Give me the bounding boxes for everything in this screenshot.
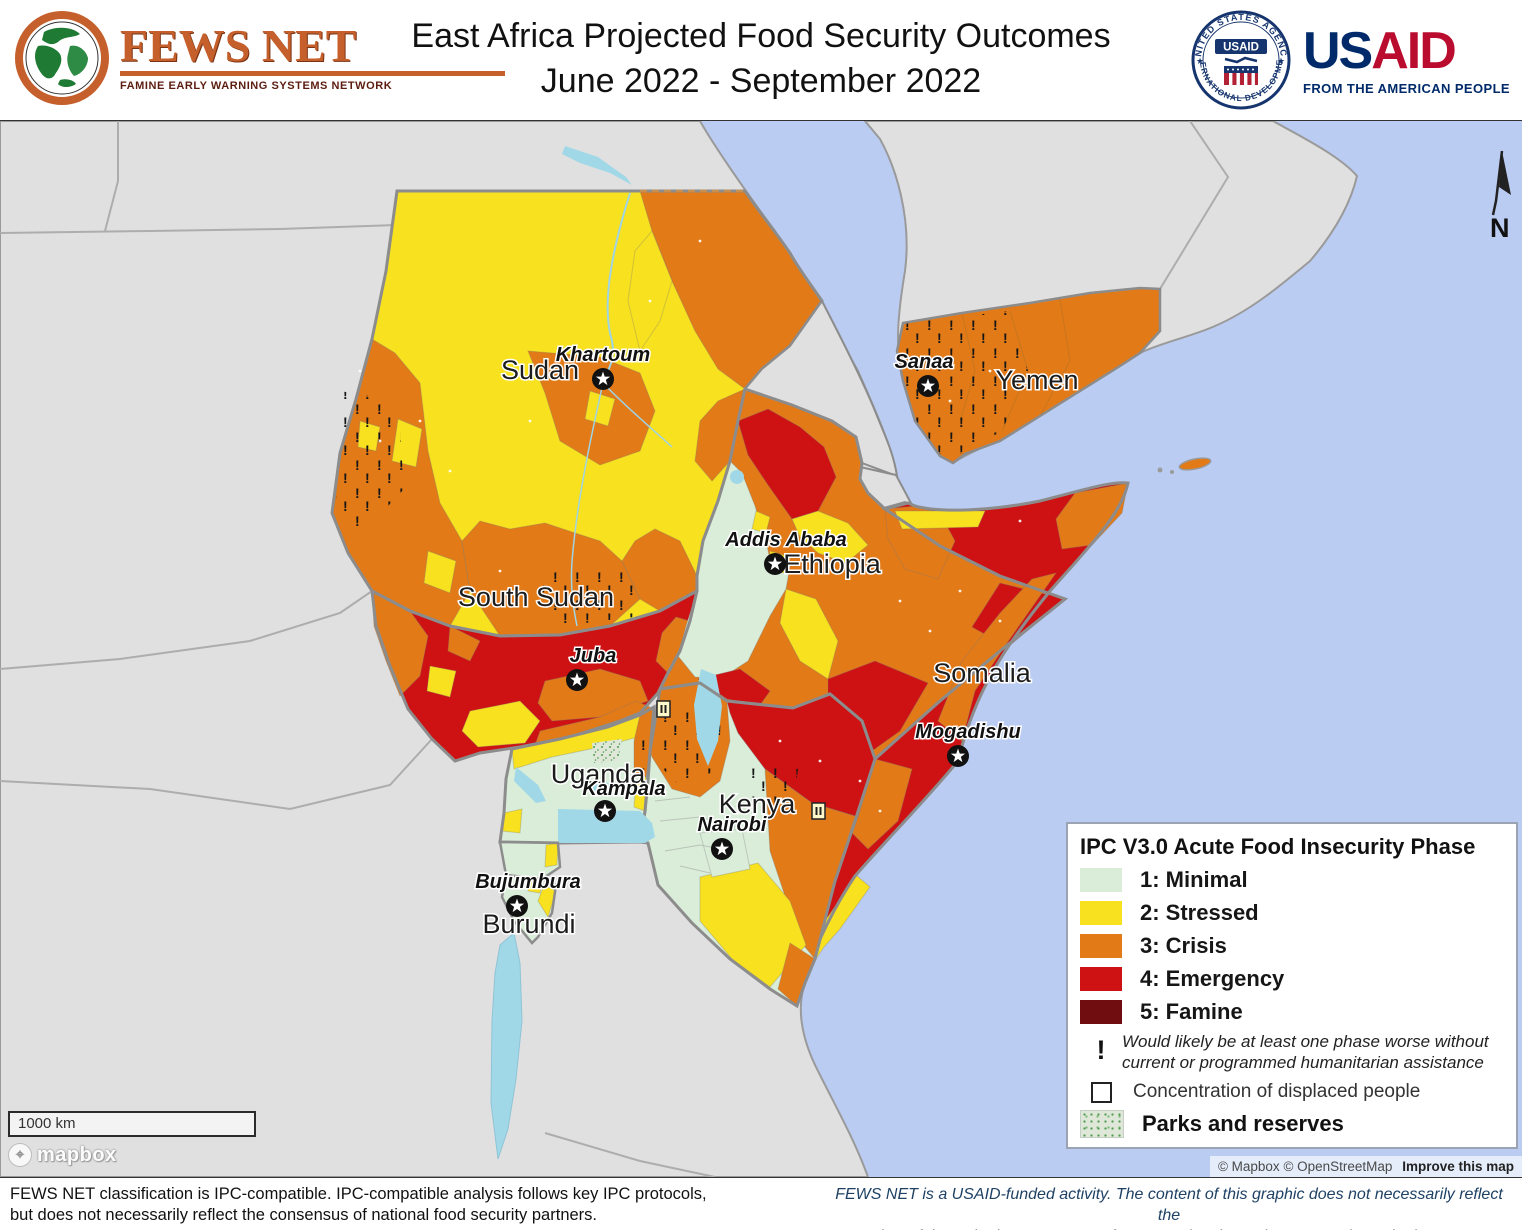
city-label-sanaa: Sanaa [895,351,954,373]
city-star-bujumbura [506,895,528,917]
city-star-khartoum [592,368,614,390]
town-dots [358,239,1022,813]
legend-row-stressed: 2: Stressed [1080,900,1504,926]
mapbox-logo[interactable]: ⌖ mapbox [8,1143,117,1167]
exclamation-icon: ! [1096,1035,1106,1065]
city-label-kampala: Kampala [582,778,665,800]
mapbox-icon: ⌖ [8,1143,32,1167]
phase3-swatch [1080,934,1122,958]
country-label-uganda: Uganda [551,759,647,789]
phase1-swatch [1080,868,1122,892]
footer-disclaimer-right: FEWS NET is a USAID-funded activity. The… [835,1186,1503,1230]
legend-title: IPC V3.0 Acute Food Insecurity Phase [1080,834,1476,859]
country-label-ethiopia: Ethiopia [783,549,882,579]
footer-disclaimer-left: FEWS NET classification is IPC-compatibl… [10,1185,707,1224]
legend: IPC V3.0 Acute Food Insecurity Phase 1: … [1066,822,1518,1149]
displaced-square-icon [1091,1081,1112,1103]
legend-row-emergency: 4: Emergency [1080,966,1504,992]
city-star-sanaa [917,375,939,397]
map-canvas[interactable]: ! ! [0,120,1522,1178]
lake-tanganyika [490,932,523,1160]
scale-bar: 1000 km [8,1111,256,1137]
legend-row-parks: Parks and reserves [1080,1110,1504,1139]
city-star-juba [566,669,588,691]
svg-text:★: ★ [1196,56,1204,66]
usaid-seal-icon: UNITED STATES AGENCY INTERNATIONAL DEVEL… [1191,10,1291,110]
country-label-burundi: Burundi [482,909,575,939]
scale-label: 1000 km [18,1115,76,1132]
country-sudan [330,189,824,638]
legend-row-displaced: Concentration of displaced people [1080,1081,1504,1103]
fews-net-tagline: FAMINE EARLY WARNING SYSTEMS NETWORK [120,80,393,92]
country-label-south-sudan: South Sudan [458,582,614,612]
city-label-addis-ababa: Addis Ababa [724,529,847,551]
svg-text:USAID: USAID [1223,42,1259,54]
osm-attribution-link[interactable]: © OpenStreetMap [1283,1159,1393,1174]
map-svg: ! ! [0,121,1522,1177]
country-burundi [500,873,558,945]
legend-row-crisis: 3: Crisis [1080,933,1504,959]
north-label: N [1490,213,1510,243]
parks-swatch [1080,1110,1124,1139]
improve-map-link[interactable]: Improve this map [1402,1159,1514,1174]
displaced-people-markers [656,700,826,820]
city-star-mogadishu [947,745,969,767]
legend-row-assistance-note: ! Would likely be at least one phase wor… [1080,1032,1504,1073]
city-markers: Khartoum Sanaa Addis Ababa Juba Mogadish… [474,343,1022,917]
header: FEWS NET FAMINE EARLY WARNING SYSTEMS NE… [0,0,1522,120]
city-label-khartoum: Khartoum [556,344,650,366]
country-rwanda [498,840,562,881]
country-south-sudan [370,588,700,767]
city-star-nairobi [711,838,733,860]
city-label-bujumbura: Bujumbura [475,871,581,893]
mapbox-attribution-link[interactable]: © Mapbox [1217,1159,1280,1174]
footer: FEWS NET classification is IPC-compatibl… [0,1178,1522,1230]
city-label-juba: Juba [570,645,617,667]
country-label-kenya: Kenya [719,789,797,819]
usaid-subtitle: FROM THE AMERICAN PEOPLE [1302,81,1510,96]
country-label-somalia: Somalia [933,658,1032,688]
fews-net-rule [120,71,505,76]
map-title: East Africa Projected Food Security Outc… [0,14,1522,104]
city-star-addis-ababa [764,553,786,575]
fews-net-wordmark: FEWS NET [120,20,357,71]
title-line-1: East Africa Projected Food Security Outc… [411,17,1111,55]
country-uganda [498,704,656,845]
country-labels: Sudan Yemen Ethiopia South Sudan Somalia… [456,354,1080,941]
city-label-mogadishu: Mogadishu [915,721,1021,743]
legend-row-minimal: 1: Minimal [1080,867,1504,893]
usaid-logo: UNITED STATES AGENCY INTERNATIONAL DEVEL… [1191,10,1510,110]
title-line-2: June 2022 - September 2022 [540,62,982,100]
phase4-swatch [1080,967,1122,991]
country-somalia [810,457,1212,960]
displaced-box-icon [811,802,826,820]
country-label-yemen: Yemen [995,365,1078,395]
country-yemen [895,286,1162,465]
phase2-swatch [1080,901,1122,925]
city-star-kampala [594,800,616,822]
lake-nasser [562,146,632,185]
legend-row-famine: 5: Famine [1080,999,1504,1025]
north-arrow-icon: N [1490,150,1511,243]
fews-net-logo: FEWS NET FAMINE EARLY WARNING SYSTEMS NE… [14,10,505,106]
phase5-swatch [1080,1000,1122,1024]
displaced-box-icon [656,700,671,718]
fews-globe-icon [14,10,110,106]
map-attribution: © Mapbox © OpenStreetMap Improve this ma… [1209,1156,1522,1177]
usaid-wordmark: USAID [1302,22,1457,80]
unmapped-borders [0,121,1230,1177]
svg-text:★: ★ [1277,56,1285,66]
country-label-sudan: Sudan [501,355,579,385]
city-label-nairobi: Nairobi [698,814,767,836]
